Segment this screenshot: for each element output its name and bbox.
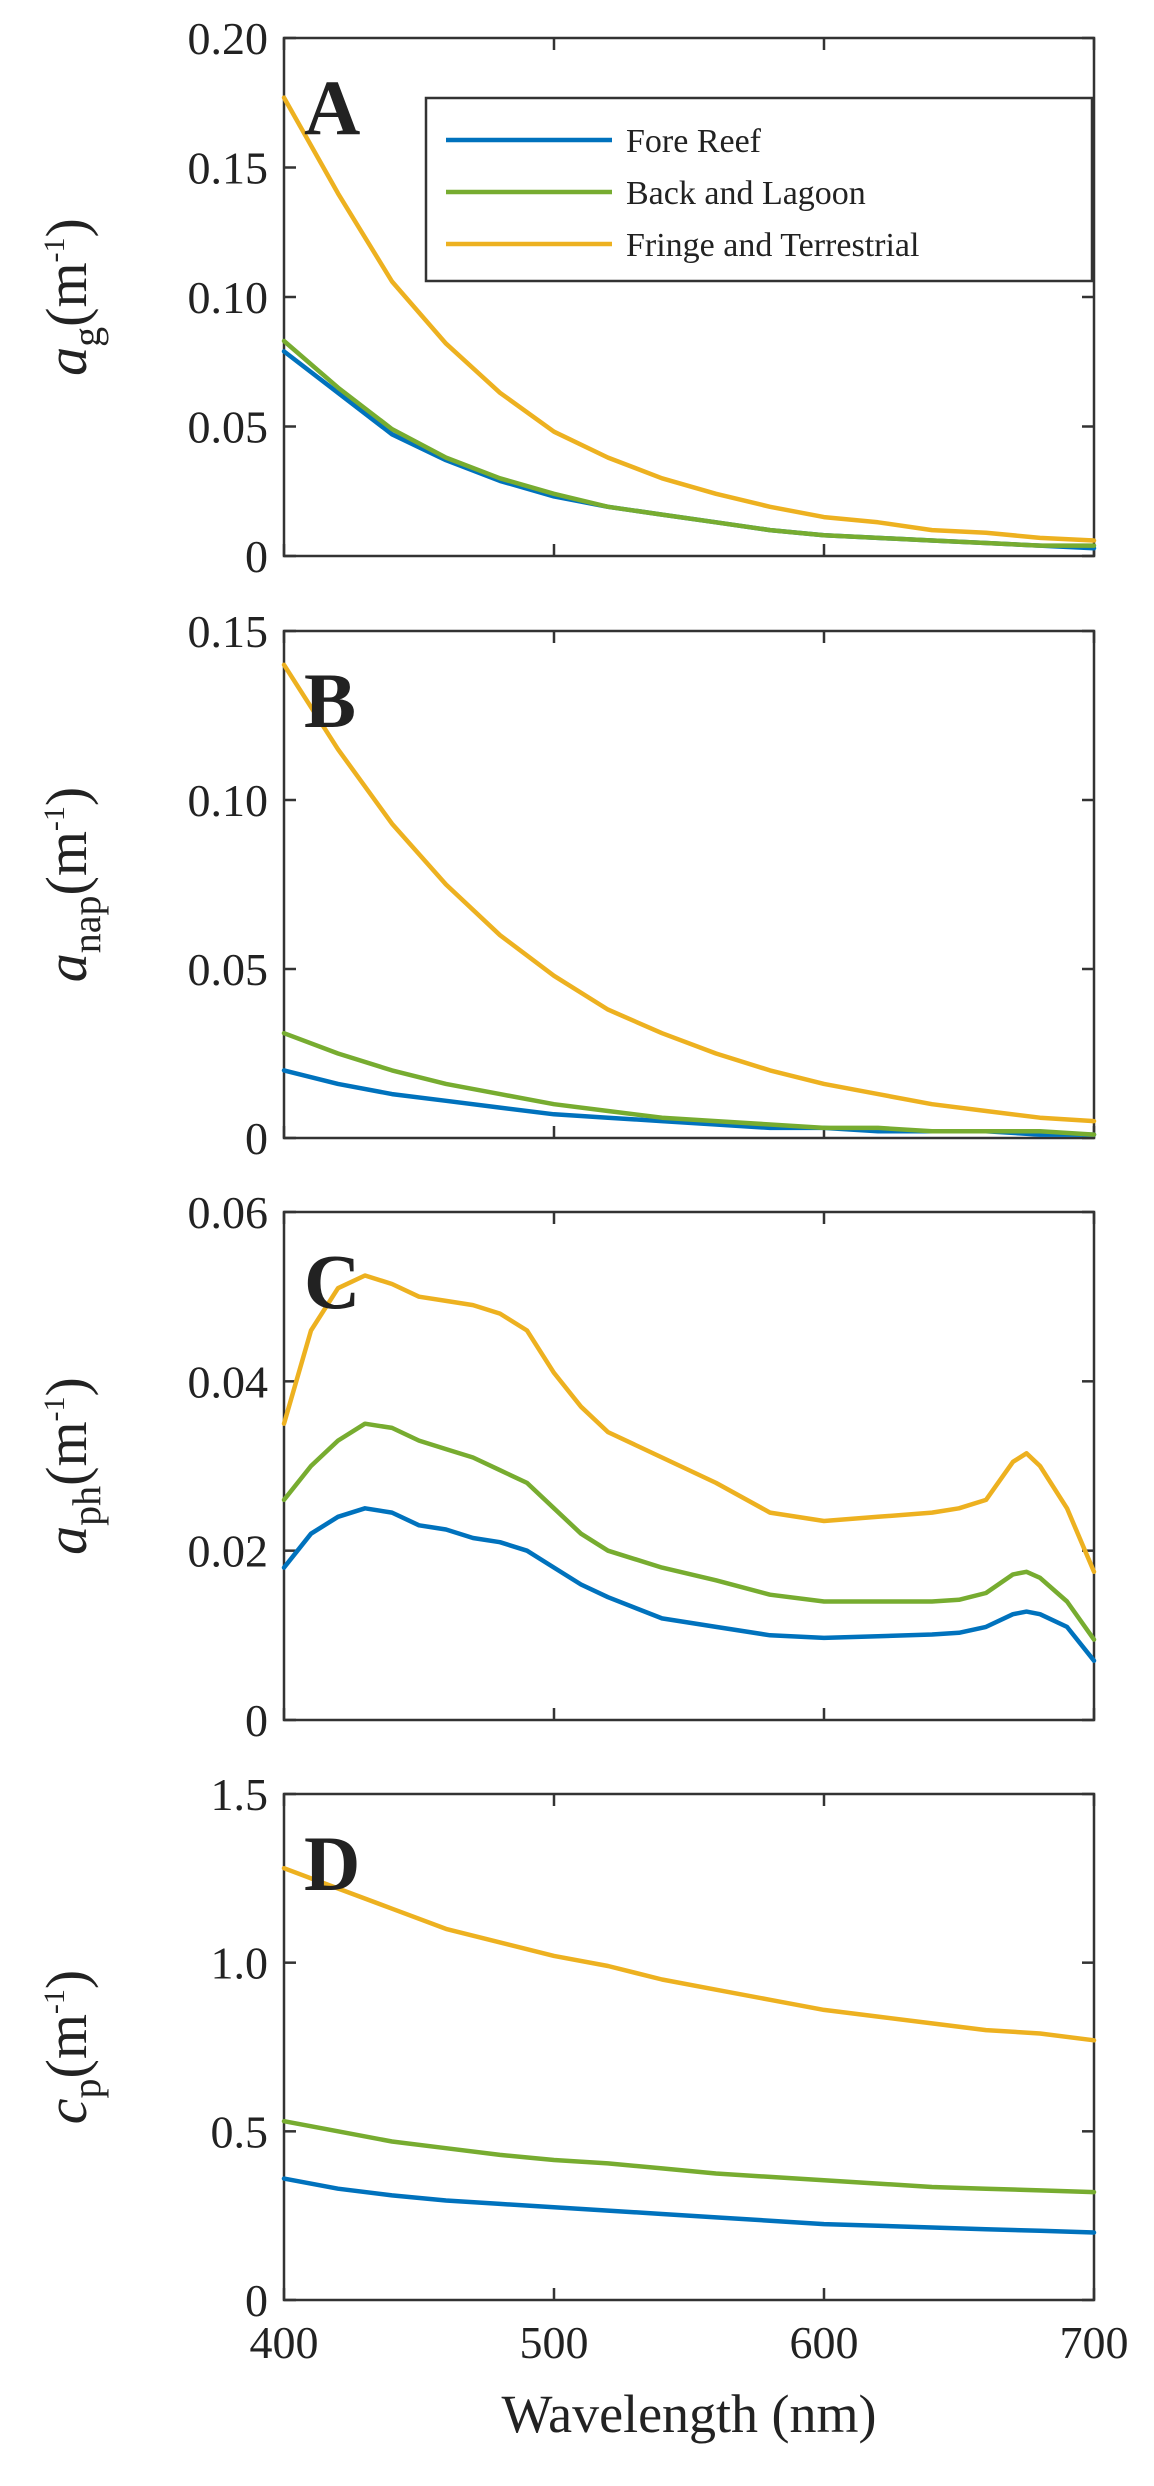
y-tick-label: 0.05 — [188, 944, 269, 995]
panel-letter: C — [304, 1238, 360, 1325]
legend: Fore Reef Back and Lagoon Fringe and Terre… — [424, 96, 1094, 283]
x-axis-title: Wavelength (nm) — [501, 2384, 876, 2444]
y-tick-label: 0.10 — [188, 272, 269, 323]
x-tick-label: 600 — [790, 2317, 859, 2368]
y-tick-label: 1.5 — [211, 1769, 269, 1820]
panel-d: 0 0.5 1.0 1.5 400 500 600 700 Wavelength (nm) cp(… — [34, 1769, 1129, 2444]
y-axis-unit: (m — [34, 2014, 99, 2078]
panel-c: 0 0.02 0.04 0.06 aph(m-1) C — [34, 1187, 1097, 1746]
series-line-back-and-lagoon — [281, 2118, 1097, 2195]
y-axis-unit: (m — [34, 262, 99, 326]
y-tick-label: 0.20 — [188, 13, 269, 64]
y-axis-close: ) — [34, 1377, 99, 1396]
panel-letter: A — [304, 64, 360, 151]
series-line-fringe-and-terrestrial — [281, 1273, 1097, 1575]
axes-frame — [282, 1792, 1096, 2302]
panel-a: 0 0.05 0.10 0.15 0.20 ag(m-1) A Fore Reef Back a… — [34, 13, 1097, 582]
legend-box — [424, 96, 1094, 283]
y-tick-label: 0.04 — [188, 1356, 269, 1407]
y-axis-subscript: nap — [64, 896, 109, 954]
y-axis-subscript: g — [64, 327, 109, 347]
axes-frame — [282, 1210, 1096, 1722]
x-tick-label: 500 — [520, 2317, 589, 2368]
y-axis-superscript: -1 — [38, 1396, 71, 1421]
y-axis-superscript: -1 — [38, 806, 71, 831]
y-axis-title: aph(m-1) — [34, 1377, 109, 1555]
y-tick-label: 0.06 — [188, 1187, 269, 1238]
y-tick-label: 1.0 — [211, 1938, 269, 1989]
y-tick-label: 0.05 — [188, 402, 269, 453]
y-axis-symbol: a — [34, 953, 99, 982]
series-line-fringe-and-terrestrial — [281, 662, 1097, 1124]
series-line-fringe-and-terrestrial — [281, 95, 1097, 543]
y-tick-label: 0 — [245, 1113, 268, 1164]
x-tick-label: 400 — [250, 2317, 319, 2368]
x-tick-label: 700 — [1060, 2317, 1129, 2368]
series-line-fringe-and-terrestrial — [281, 1865, 1097, 2043]
y-axis-close: ) — [34, 787, 99, 806]
y-axis-superscript: -1 — [38, 1989, 71, 2014]
series-line-back-and-lagoon — [281, 1421, 1097, 1642]
y-axis-unit: (m — [34, 1421, 99, 1485]
panel-letter: B — [304, 657, 356, 744]
series-line-back-and-lagoon — [281, 338, 1097, 548]
legend-entry: Back and Lagoon — [626, 175, 866, 212]
y-tick-label: 0 — [245, 2275, 268, 2326]
y-axis-symbol: c — [34, 2098, 99, 2124]
y-axis-unit: (m — [34, 831, 99, 895]
y-tick-label: 0.10 — [188, 775, 269, 826]
axes-frame — [282, 629, 1096, 1140]
y-axis-title: cp(m-1) — [34, 1970, 109, 2125]
series-line-fore-reef — [281, 1068, 1097, 1137]
y-tick-label: 0 — [245, 531, 268, 582]
y-tick-label: 0.02 — [188, 1526, 269, 1577]
y-axis-close: ) — [34, 218, 99, 237]
series-line-fore-reef — [281, 2176, 1097, 2235]
series-line-back-and-lagoon — [281, 1030, 1097, 1137]
y-tick-label: 0.15 — [188, 606, 269, 657]
panel-letter: D — [304, 1820, 360, 1907]
y-axis-title: ag(m-1) — [34, 218, 109, 376]
y-axis-superscript: -1 — [38, 237, 71, 262]
y-axis-symbol: a — [34, 1526, 99, 1555]
series-line-fore-reef — [281, 1506, 1097, 1663]
y-tick-label: 0.15 — [188, 143, 269, 194]
y-axis-title: anap(m-1) — [34, 787, 109, 983]
legend-entry: Fore Reef — [626, 123, 762, 160]
y-tick-label: 0 — [245, 1695, 268, 1746]
legend-entry: Fringe and Terrestrial — [626, 227, 919, 264]
y-axis-subscript: ph — [64, 1486, 109, 1526]
y-tick-label: 0.5 — [211, 2106, 269, 2157]
y-axis-subscript: p — [64, 2079, 109, 2099]
y-axis-close: ) — [34, 1970, 99, 1989]
panel-b: 0 0.05 0.10 0.15 anap(m-1) B — [34, 606, 1097, 1164]
y-axis-symbol: a — [34, 347, 99, 376]
